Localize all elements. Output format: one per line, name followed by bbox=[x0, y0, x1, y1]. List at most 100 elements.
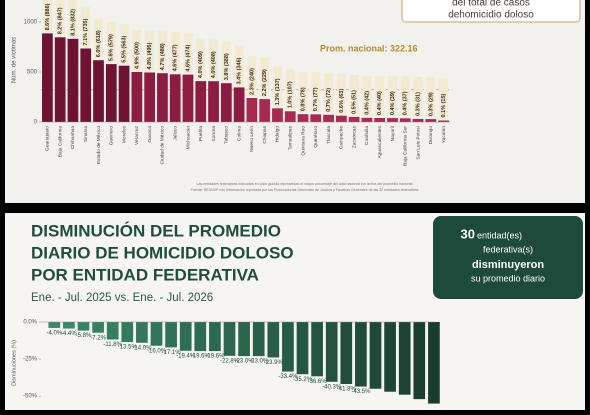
callout-text: disminuyeron bbox=[472, 259, 544, 271]
bar bbox=[165, 322, 177, 348]
bar bbox=[121, 322, 134, 343]
category-label: Guerrero bbox=[109, 126, 115, 146]
value-label: 4.8% (495) bbox=[147, 42, 153, 69]
category-label: Hidalgo bbox=[275, 126, 281, 143]
category-label: Ciudad de México bbox=[160, 126, 166, 165]
footnote: Las entidades federativas indicadas en c… bbox=[197, 182, 414, 186]
value-label-bg bbox=[170, 32, 180, 73]
value-label: -14.0% bbox=[132, 345, 152, 351]
category-label: Puebla bbox=[198, 126, 204, 141]
value-label-bg bbox=[298, 72, 308, 113]
value-label-bg bbox=[272, 66, 282, 107]
bar bbox=[80, 48, 92, 122]
value-label: -17.1% bbox=[162, 350, 182, 356]
bar bbox=[311, 322, 323, 377]
value-label: -40.3% bbox=[322, 384, 342, 390]
bar bbox=[284, 111, 296, 122]
bar bbox=[105, 64, 117, 122]
category-label: San Luis Potosí bbox=[415, 125, 421, 159]
value-label: -19.4% bbox=[176, 353, 196, 359]
value-label: 3.8% (388) bbox=[224, 53, 230, 80]
value-label: 0.4% (37) bbox=[403, 91, 409, 115]
bar bbox=[412, 118, 424, 122]
category-label: Estado de México bbox=[96, 126, 102, 164]
value-label: 6.0% (618) bbox=[96, 30, 102, 57]
value-label-bg bbox=[375, 76, 385, 116]
category-label: Yucatán bbox=[441, 126, 447, 144]
bar bbox=[131, 72, 143, 122]
bar bbox=[428, 322, 440, 404]
value-label-bg bbox=[81, 6, 91, 47]
value-label-bg bbox=[55, 0, 65, 36]
value-label: -23.9% bbox=[264, 360, 284, 366]
bar bbox=[325, 322, 338, 382]
bar bbox=[220, 83, 232, 122]
value-label: 8.6% (886) bbox=[45, 3, 51, 30]
bar bbox=[182, 74, 194, 122]
bar bbox=[63, 322, 75, 329]
callout-text: federativa(s) bbox=[483, 244, 533, 254]
value-label: -41.8% bbox=[337, 387, 357, 393]
category-label: Campeche bbox=[339, 126, 345, 150]
value-label: -23.0% bbox=[235, 359, 255, 365]
value-label: -4.4% bbox=[61, 331, 77, 337]
value-label: 0.3% (31) bbox=[416, 92, 422, 116]
value-label: -7.2% bbox=[90, 335, 106, 341]
callout-text: del total de casos bbox=[452, 0, 530, 9]
value-label: 4.9% (500) bbox=[134, 42, 140, 69]
bar bbox=[267, 322, 280, 358]
bar bbox=[387, 118, 398, 122]
value-label-bg bbox=[387, 76, 397, 117]
bar bbox=[282, 322, 294, 372]
bottom-panel: DISMINUCIÓN DEL PROMEDIO DIARIO DE HOMICI… bbox=[5, 213, 585, 410]
value-label: 8.1% (832) bbox=[70, 9, 76, 36]
category-label: Aguascalientes bbox=[377, 125, 383, 158]
value-label: 0.7% (77) bbox=[313, 87, 319, 111]
bar bbox=[144, 72, 156, 122]
bar bbox=[136, 322, 148, 343]
value-label-bg bbox=[183, 32, 193, 73]
bar bbox=[348, 116, 360, 122]
bar bbox=[296, 322, 309, 375]
category-label: Querétaro bbox=[313, 126, 319, 148]
value-label-bg bbox=[157, 31, 167, 72]
panel-bg bbox=[5, 0, 585, 203]
value-label-bg bbox=[42, 0, 52, 32]
category-label: Tamaulipas bbox=[288, 125, 294, 150]
callout-text: su promedio diario bbox=[471, 273, 545, 283]
bar bbox=[374, 118, 386, 122]
value-label-bg bbox=[426, 77, 436, 118]
bar bbox=[355, 322, 367, 387]
callout-box bbox=[433, 216, 583, 299]
category-label: Jalisco bbox=[172, 126, 178, 141]
y-axis-label: Núm. de víctimas bbox=[12, 37, 18, 83]
category-label: Baja California bbox=[57, 126, 63, 158]
value-label: -4.0% bbox=[46, 331, 62, 337]
value-label: -43.5% bbox=[351, 389, 371, 395]
callout-text: dehomicidio doloso bbox=[448, 10, 534, 21]
value-label: 4.0% (409) bbox=[198, 51, 204, 78]
bar bbox=[92, 322, 104, 333]
bar bbox=[54, 37, 66, 122]
category-label: Coahuila bbox=[364, 126, 370, 145]
value-label: -22.8% bbox=[220, 358, 240, 364]
value-label-bg bbox=[285, 69, 295, 110]
value-label-bg bbox=[221, 41, 231, 82]
bar bbox=[369, 322, 382, 389]
bar bbox=[323, 114, 334, 122]
chart-title: DIARIO DE HOMICIDIO DOLOSO bbox=[31, 243, 294, 262]
value-label: -13.5% bbox=[118, 345, 138, 351]
bar bbox=[157, 73, 168, 122]
category-label: Oaxaca bbox=[147, 126, 153, 143]
bar bbox=[398, 322, 411, 395]
y-tick-label: 0 bbox=[34, 120, 38, 126]
value-label: -23.0% bbox=[249, 359, 269, 365]
bar bbox=[361, 117, 373, 122]
category-label: Chihuahua bbox=[70, 126, 76, 150]
bar bbox=[413, 322, 426, 400]
category-label: Sinaloa bbox=[83, 126, 89, 142]
value-label-bg bbox=[106, 22, 116, 63]
bar bbox=[42, 33, 53, 122]
y-tick-label: 0.0% bbox=[23, 320, 37, 326]
y-tick-label: 1000 bbox=[24, 20, 38, 26]
